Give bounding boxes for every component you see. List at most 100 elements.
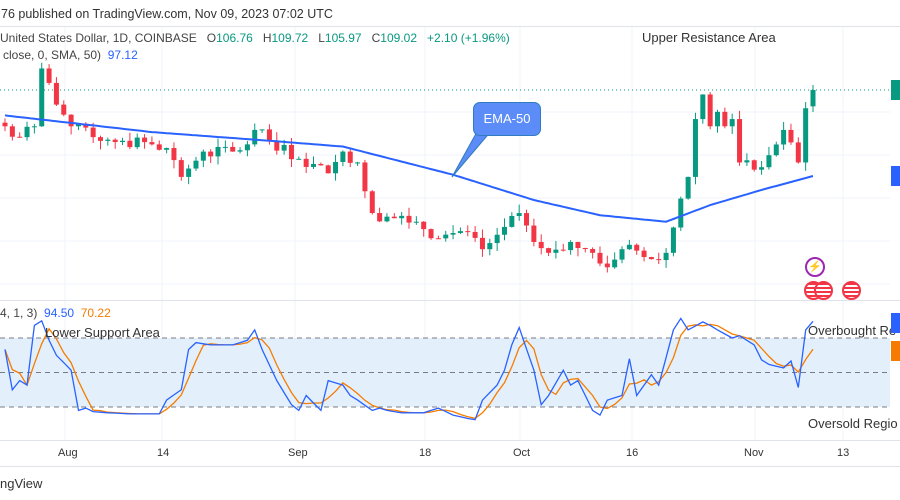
candle-body (2, 122, 8, 127)
candle-body (17, 136, 23, 138)
publish-header: 76 published on TradingView.com, Nov 09,… (0, 0, 900, 27)
candle-body (215, 146, 221, 157)
candle-body (700, 94, 706, 120)
time-label-16: 16 (626, 447, 639, 459)
candle-body (377, 213, 383, 222)
candle-body (193, 160, 199, 169)
candle-body (340, 151, 346, 162)
time-label-nov: Nov (744, 447, 764, 459)
candle-body (369, 191, 375, 214)
candle-body (663, 252, 669, 261)
candle-body (722, 111, 728, 127)
time-label-aug: Aug (58, 447, 78, 459)
low-value: 105.97 (324, 31, 362, 45)
candle-body (325, 165, 331, 174)
stoch-k-line (4, 317, 814, 421)
candle-body (31, 126, 37, 128)
candle-body (355, 162, 361, 164)
candle-body (443, 234, 449, 239)
candle-body (171, 147, 177, 161)
candle-body (428, 229, 434, 239)
candle-body (568, 241, 574, 251)
candle-body (156, 144, 162, 150)
candle-body (413, 221, 419, 223)
high-value: 109.72 (271, 31, 309, 45)
candle-body (61, 104, 67, 115)
close-label: C (371, 31, 381, 45)
candle-body (149, 142, 155, 145)
candle-body (252, 129, 258, 145)
candle-body (112, 139, 118, 143)
candle-body (303, 158, 309, 167)
candle-body (384, 216, 390, 222)
candle-body (582, 247, 588, 250)
candle-body (759, 167, 765, 170)
candle-body (670, 227, 676, 253)
lightning-event-icon[interactable]: ⚡ (805, 257, 825, 277)
candle-body (685, 176, 691, 199)
stoch-params: 4, 1, 3) (0, 306, 38, 320)
candle-body (612, 259, 618, 268)
candle-body (164, 147, 170, 150)
stoch-d-tag (891, 341, 900, 361)
stoch-d-value: 70.22 (80, 306, 111, 320)
candle-body (692, 119, 698, 177)
candle-body (53, 82, 59, 105)
candle-body (362, 162, 368, 192)
candle-body (531, 225, 537, 242)
candle-body (105, 139, 111, 141)
candle-body (24, 126, 30, 138)
change-value: +2.10 (+1.96%) (427, 31, 510, 45)
candle-body (597, 252, 603, 264)
candle-body (715, 111, 721, 127)
candle-body (619, 249, 625, 260)
open-label: O (206, 31, 217, 45)
stoch-k-tag (891, 313, 900, 333)
candle-body (39, 68, 45, 127)
candle-body (120, 140, 126, 143)
candle-body (142, 137, 148, 143)
time-label-13: 13 (837, 447, 850, 459)
time-label-oct: Oct (513, 447, 531, 459)
time-label-sep: Sep (288, 447, 308, 459)
candle-body (509, 215, 515, 227)
ema-callout[interactable]: EMA-50 (473, 102, 541, 136)
high-label: H (262, 31, 272, 45)
candle-body (46, 68, 52, 83)
stoch-legend: 4, 1, 3) 94.50 70.22 (0, 306, 111, 320)
overbought-label: Overbought Re (808, 323, 897, 338)
candle-body (773, 144, 779, 156)
candle-body (83, 123, 89, 128)
time-label-18: 18 (419, 447, 432, 459)
candle-body (524, 213, 530, 226)
candle-body (810, 90, 816, 107)
candle-body (274, 140, 280, 151)
candle-body (208, 151, 214, 157)
candle-body (465, 231, 471, 233)
candle-body (803, 108, 809, 163)
candle-body (68, 114, 74, 127)
candle-body (553, 249, 559, 253)
lower-support-label: Lower Support Area (45, 325, 160, 340)
candle-body (604, 263, 610, 268)
candle-body (501, 226, 507, 235)
candle-body (641, 250, 647, 258)
candle-body (75, 123, 81, 127)
candle-body (237, 150, 243, 152)
candle-body (494, 234, 500, 244)
candle-body (744, 160, 750, 163)
candle-body (296, 158, 302, 160)
us-flag-event-icon[interactable] (842, 281, 861, 300)
candle-body (538, 241, 544, 249)
candle-body (766, 155, 772, 168)
candle-body (678, 198, 684, 228)
us-flag-event-icon[interactable] (814, 281, 833, 300)
candle-body (751, 160, 757, 170)
time-label-14: 14 (157, 447, 170, 459)
ema-50-line (4, 114, 814, 223)
candle-body (729, 119, 735, 127)
candle-body (259, 129, 265, 131)
candle-body (788, 129, 794, 143)
candle-body (244, 144, 250, 151)
